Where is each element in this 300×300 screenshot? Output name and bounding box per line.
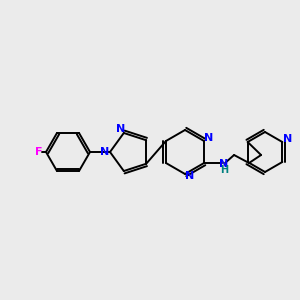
Text: N: N xyxy=(283,134,292,144)
Text: N: N xyxy=(100,147,109,157)
Text: F: F xyxy=(35,147,43,157)
Text: H: H xyxy=(220,165,228,175)
Text: N: N xyxy=(204,133,214,143)
Text: N: N xyxy=(185,171,195,181)
Text: N: N xyxy=(116,124,125,134)
Text: N: N xyxy=(219,159,229,169)
